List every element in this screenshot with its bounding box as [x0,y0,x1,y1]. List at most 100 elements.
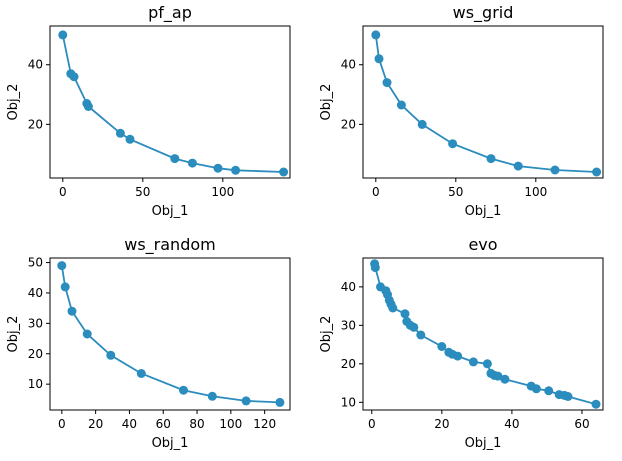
x-tick-label: 100 [211,185,234,199]
data-point [513,161,523,171]
x-tick-label: 120 [253,417,276,431]
data-point [448,139,458,149]
y-axis-label: Obj_2 [6,316,21,353]
y-axis-label: Obj_2 [6,84,21,121]
data-point [69,72,79,82]
data-point [58,30,68,40]
x-tick-label: 0 [58,417,66,431]
data-point [482,359,492,369]
data-point [531,384,541,394]
series-line [373,263,597,406]
data-point [279,167,289,177]
data-point [453,351,463,361]
x-axis-label: Obj_1 [465,204,502,219]
x-tick-label: 60 [574,417,589,431]
data-point [231,165,241,175]
y-tick-label: 30 [341,318,356,332]
x-tick-label: 20 [88,417,103,431]
y-axis-label: Obj_2 [319,84,334,121]
data-point [187,158,197,168]
x-tick-label: 100 [524,185,547,199]
data-point [416,330,426,340]
data-point [396,100,406,110]
data-point [179,385,188,395]
data-point [125,134,135,144]
x-tick-label: 60 [156,417,171,431]
y-tick-label: 20 [341,357,356,371]
y-tick-label: 40 [341,58,356,72]
x-tick-label: 40 [504,417,519,431]
data-point [275,397,285,407]
data-point [207,391,217,401]
chart-title: ws_grid [453,3,514,23]
y-tick-label: 10 [28,377,43,391]
data-point [437,342,447,351]
y-tick-label: 50 [28,256,43,270]
series-line [61,34,284,173]
x-tick-label: 40 [122,417,137,431]
x-axis-label: Obj_1 [152,436,189,451]
data-point [500,374,510,384]
data-point [115,128,125,138]
subplot-ws-random: ws_random 0 20 40 60 80 100 120 10 20 30 40 50 Obj_1 O… [6,235,291,451]
data-point [136,369,146,378]
x-tick-label: 20 [434,417,449,431]
data-point [370,263,380,273]
data-point [388,303,398,313]
plot-frame [49,25,291,179]
y-tick-label: 40 [28,286,43,300]
x-tick-label: 50 [448,185,463,199]
subplot-ws-grid: ws_grid 0 50 100 20 40 Obj_1 Obj_2 [319,3,604,219]
x-tick-label: 0 [59,185,67,199]
plot-frame [362,25,604,179]
data-point [591,399,601,409]
y-tick-label: 20 [28,347,43,361]
y-tick-label: 40 [28,58,43,72]
data-point [241,396,251,406]
data-point [371,30,381,40]
y-tick-label: 20 [341,117,356,131]
data-point [170,154,180,164]
data-point [83,102,93,111]
data-point [374,54,384,64]
data-point [82,329,92,339]
x-tick-label: 100 [219,417,242,431]
data-point [400,309,410,319]
data-point [213,163,223,173]
series-line [60,265,280,404]
plot-frame [49,257,291,411]
data-point [106,350,116,360]
data-point [409,322,419,332]
x-tick-label: 0 [372,185,380,199]
x-tick-label: 50 [135,185,150,199]
plot-frame [362,257,604,411]
y-tick-label: 10 [341,395,356,409]
y-tick-label: 30 [28,316,43,330]
data-point [67,306,77,316]
subplot-pf-ap: pf_ap 0 50 100 20 40 Obj_1 Obj_2 [6,3,291,219]
y-axis-label: Obj_2 [319,316,334,353]
data-point [544,386,554,396]
data-point [57,261,67,271]
x-tick-label: 80 [189,417,204,431]
chart-title: evo [468,235,497,254]
series-line [374,34,597,173]
data-point [60,282,70,292]
data-point [468,357,478,367]
x-axis-label: Obj_1 [152,204,189,219]
data-point [550,165,560,175]
data-point [382,78,392,88]
chart-title: pf_ap [148,3,192,23]
data-point [493,371,503,381]
y-tick-label: 40 [341,280,356,294]
x-axis-label: Obj_1 [465,436,502,451]
x-tick-label: 0 [368,417,376,431]
data-point [563,392,573,401]
data-point [592,167,602,177]
chart-title: ws_random [124,235,215,255]
data-point [417,119,427,129]
data-point [486,154,496,164]
y-tick-label: 20 [28,117,43,131]
